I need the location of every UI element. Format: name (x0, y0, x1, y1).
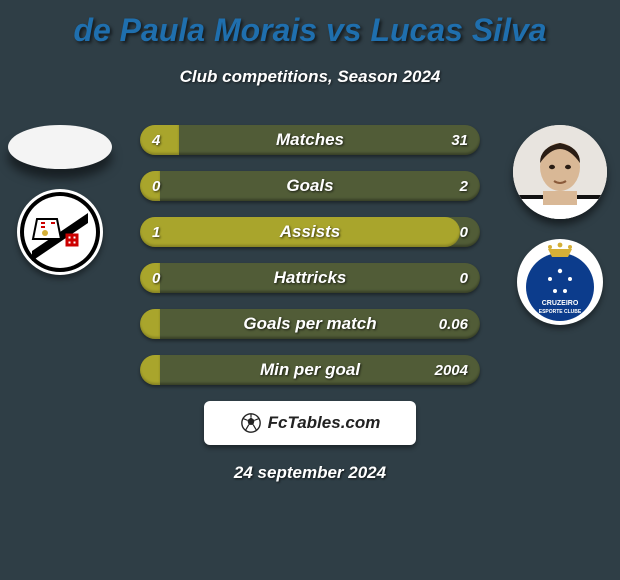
page-title: de Paula Morais vs Lucas Silva (0, 0, 620, 49)
left-player-avatar (8, 125, 112, 169)
svg-text:CRUZEIRO: CRUZEIRO (542, 300, 579, 307)
left-club-logo (17, 189, 103, 275)
page-subtitle: Club competitions, Season 2024 (0, 67, 620, 87)
stat-bar-row: 02Goals (140, 171, 480, 201)
source-badge-text: FcTables.com (268, 413, 381, 433)
stat-value-right: 0 (460, 263, 468, 293)
footer-date: 24 september 2024 (0, 463, 620, 483)
stat-bar-fill (140, 309, 160, 339)
stat-value-right: 2 (460, 171, 468, 201)
stat-bar-row: 10Assists (140, 217, 480, 247)
stat-bar-track (140, 171, 480, 201)
stat-value-right: 31 (451, 125, 468, 155)
stat-bar-track (140, 263, 480, 293)
stat-bar-row: 431Matches (140, 125, 480, 155)
stat-value-left: 0 (152, 263, 160, 293)
right-club-logo: CRUZEIRO ESPORTE CLUBE (517, 239, 603, 325)
vasco-crest-icon (17, 189, 103, 275)
stat-bar-track (140, 309, 480, 339)
stat-value-left: 0 (152, 171, 160, 201)
stat-value-left: 1 (152, 217, 160, 247)
left-player-column (0, 125, 120, 275)
svg-text:ESPORTE CLUBE: ESPORTE CLUBE (539, 309, 582, 315)
stat-bar-fill (140, 355, 160, 385)
stat-bar-row: 0.06Goals per match (140, 309, 480, 339)
cruzeiro-crest-icon: CRUZEIRO ESPORTE CLUBE (517, 239, 603, 325)
stat-value-right: 2004 (435, 355, 468, 385)
stat-bar-track (140, 125, 480, 155)
right-player-column: CRUZEIRO ESPORTE CLUBE (500, 125, 620, 325)
stat-bar-row: 00Hattricks (140, 263, 480, 293)
comparison-card: de Paula Morais vs Lucas Silva Club comp… (0, 0, 620, 580)
stat-bar-track (140, 355, 480, 385)
comparison-body: CRUZEIRO ESPORTE CLUBE 431Matches02Goals… (0, 125, 620, 385)
stat-value-right: 0.06 (439, 309, 468, 339)
stat-bar-row: 2004Min per goal (140, 355, 480, 385)
stat-value-right: 0 (460, 217, 468, 247)
right-player-avatar (513, 125, 607, 219)
soccer-ball-icon (240, 412, 262, 434)
source-badge: FcTables.com (204, 401, 416, 445)
stat-bars: 431Matches02Goals10Assists00Hattricks0.0… (140, 125, 480, 385)
stat-bar-fill (140, 217, 460, 247)
stat-value-left: 4 (152, 125, 160, 155)
player-photo-icon (513, 125, 607, 219)
